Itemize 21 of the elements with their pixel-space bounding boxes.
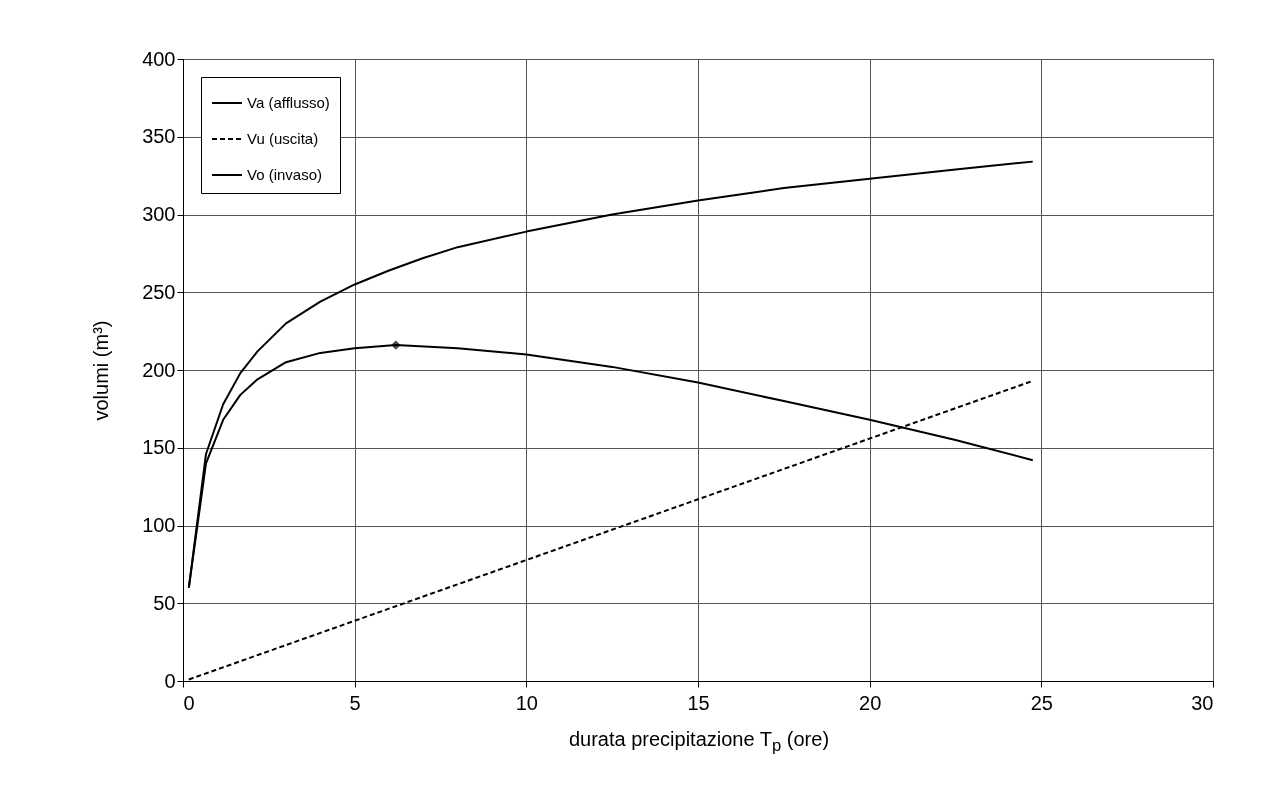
x-tick-label: 10 [515, 691, 538, 714]
y-tick-label: 50 [153, 591, 176, 614]
y-tick-label: 200 [142, 358, 176, 381]
y-axis-title: volumi (m³) [90, 320, 113, 421]
x-tick-label: 5 [349, 691, 361, 714]
y-tick-label: 100 [142, 514, 176, 536]
y-tick-label: 0 [164, 669, 176, 692]
x-tick-label: 25 [1030, 691, 1053, 714]
y-tick-label: 400 [142, 47, 176, 70]
x-tick-label: 0 [183, 691, 195, 714]
y-tick-label: 150 [142, 436, 176, 459]
y-tick-label: 350 [142, 125, 176, 148]
x-axis-title: durata precipitazione T$_{p}$ (ore) [567, 728, 831, 756]
x-tick-label: 30 [1191, 691, 1214, 714]
x-tick-label: 15 [687, 691, 710, 714]
legend-label: Vo (invaso) [247, 166, 323, 183]
x-tick-label: 20 [859, 691, 882, 714]
y-tick-label: 250 [142, 280, 176, 303]
legend-label: Va (afflusso) [247, 94, 330, 111]
y-tick-label: 300 [142, 203, 176, 225]
legend-label: Vu (uscita) [247, 130, 319, 147]
